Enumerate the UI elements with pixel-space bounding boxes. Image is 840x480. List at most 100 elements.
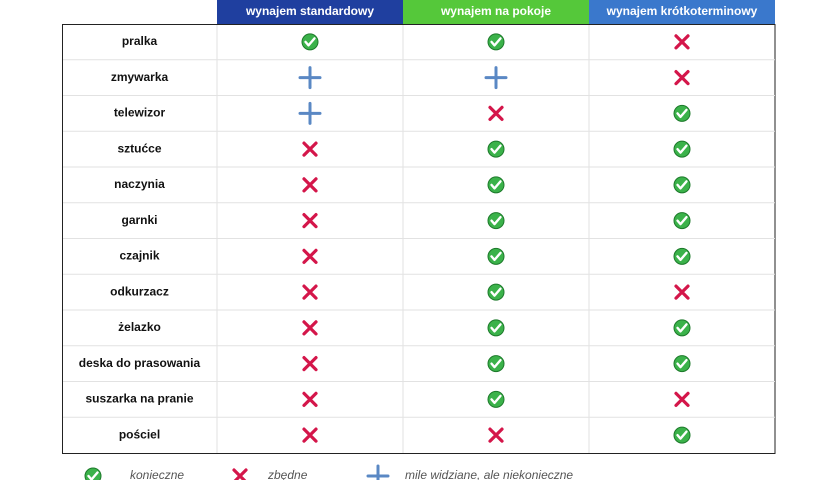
check-icon [301, 33, 319, 51]
row-label: deska do prasowania [79, 356, 201, 370]
row-label: odkurzacz [110, 284, 169, 298]
check-icon [487, 390, 505, 408]
legend-label: zbędne [267, 468, 308, 480]
cross-mark [302, 213, 318, 229]
check-mark [676, 144, 688, 154]
check-mark [676, 215, 688, 226]
row-label: suszarka na pranie [85, 392, 193, 406]
check-icon [487, 355, 505, 373]
header-cell [589, 0, 775, 24]
header-cell [217, 0, 403, 24]
check-icon [487, 33, 505, 51]
header-cell [403, 0, 589, 24]
legend-label: mile widziane, ale niekonieczne [405, 468, 573, 480]
plus-mark [366, 464, 390, 480]
check-icon [673, 355, 691, 373]
cross-mark [674, 284, 690, 300]
cross-icon [674, 284, 690, 300]
cross-icon [302, 284, 318, 300]
cross-mark [302, 356, 318, 372]
check-icon [673, 319, 691, 337]
check-icon [487, 283, 505, 301]
plus-icon [298, 101, 322, 125]
cross-mark [302, 427, 318, 443]
check-mark [676, 358, 688, 369]
row-label: naczynia [114, 177, 165, 191]
cross-mark [232, 468, 248, 480]
check-icon [673, 176, 691, 194]
row-label: żelazko [118, 320, 161, 334]
plus-icon [366, 464, 390, 480]
cross-icon [674, 70, 690, 86]
check-icon [673, 247, 691, 265]
row-label: pralka [122, 34, 158, 48]
check-mark [676, 323, 688, 333]
row-label: czajnik [119, 249, 159, 263]
check-mark [676, 180, 688, 190]
check-icon [487, 176, 505, 194]
check-mark [490, 323, 502, 333]
cross-mark [302, 391, 318, 407]
plus-mark [298, 66, 322, 90]
cross-icon [302, 213, 318, 229]
cross-icon [302, 320, 318, 336]
row-label: telewizor [114, 106, 166, 120]
column-header: wynajem krótkoterminowy [606, 4, 758, 18]
check-icon [673, 212, 691, 230]
cross-mark [302, 177, 318, 193]
cross-icon [232, 468, 248, 480]
check-mark [304, 37, 316, 47]
column-header: wynajem na pokoje [440, 4, 551, 18]
row-label: sztućce [117, 141, 161, 155]
cross-icon [302, 248, 318, 264]
check-mark [490, 180, 502, 190]
check-mark [490, 251, 502, 262]
check-mark [490, 394, 502, 405]
check-icon [487, 319, 505, 337]
cross-icon [674, 34, 690, 50]
cross-mark [488, 427, 504, 443]
cross-icon [302, 391, 318, 407]
check-mark [490, 358, 502, 369]
cross-mark [302, 320, 318, 336]
plus-mark [484, 66, 508, 90]
cross-mark [302, 284, 318, 300]
check-mark [676, 251, 688, 262]
cross-icon [488, 427, 504, 443]
check-mark [490, 37, 502, 47]
check-icon [673, 426, 691, 444]
cross-icon [674, 391, 690, 407]
plus-icon [298, 66, 322, 90]
cross-mark [674, 34, 690, 50]
check-icon [487, 247, 505, 265]
check-mark [676, 430, 688, 440]
cross-icon [302, 177, 318, 193]
check-icon [84, 467, 102, 480]
cross-mark [488, 105, 504, 121]
cross-icon [302, 427, 318, 443]
check-mark [676, 108, 688, 119]
cross-icon [488, 105, 504, 121]
cross-icon [302, 141, 318, 157]
plus-icon [484, 66, 508, 90]
row-label: garnki [121, 213, 157, 227]
row-label: zmywarka [111, 70, 169, 84]
check-icon [673, 104, 691, 122]
plus-mark [298, 101, 322, 125]
row-label: pościel [119, 427, 160, 441]
check-icon [673, 140, 691, 158]
check-mark [490, 287, 502, 297]
check-icon [487, 140, 505, 158]
check-icon [487, 212, 505, 230]
column-header: wynajem standardowy [245, 4, 374, 18]
cross-icon [302, 356, 318, 372]
cross-mark [302, 141, 318, 157]
cross-mark [674, 391, 690, 407]
legend-label: konieczne [130, 468, 184, 480]
check-mark [490, 144, 502, 154]
cross-mark [302, 248, 318, 264]
cross-mark [674, 70, 690, 86]
check-mark [490, 215, 502, 226]
